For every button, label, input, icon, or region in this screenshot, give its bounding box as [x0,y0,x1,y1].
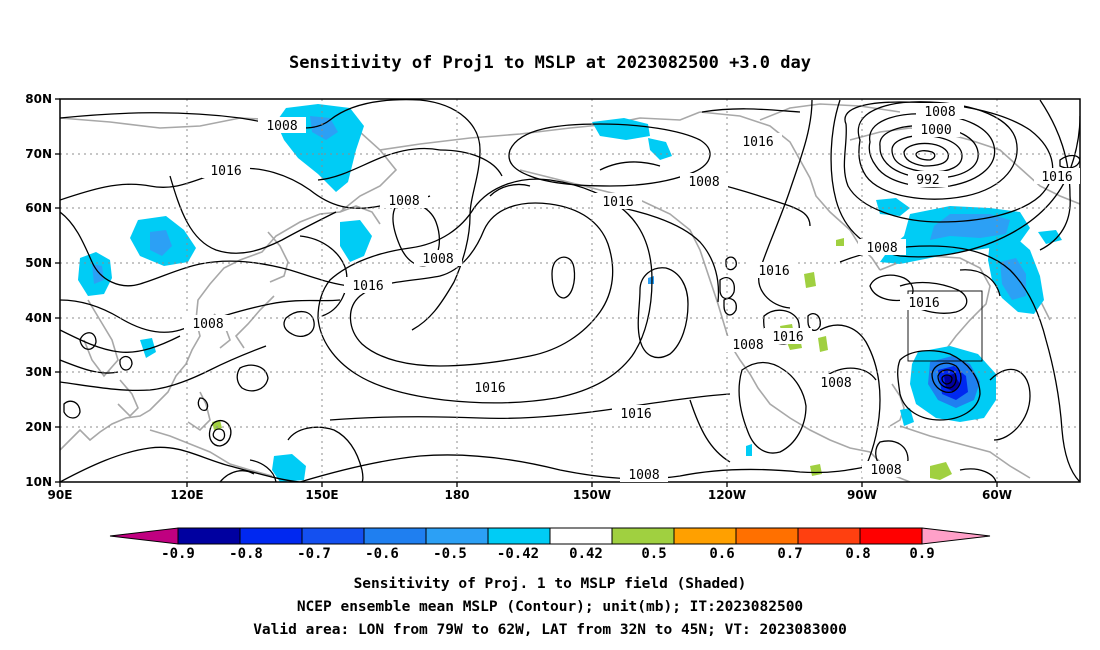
contour-label: 1008 [388,194,419,209]
contour-label: 1016 [758,264,789,279]
caption: Sensitivity of Proj. 1 to MSLP field (Sh… [253,576,847,638]
contour-label: 1008 [688,175,719,190]
contour-label: 1016 [742,135,773,150]
colorbar-box [611,527,675,545]
lat-label: 70N [25,147,52,161]
contour-label: 1016 [772,330,803,345]
lat-label: 20N [25,420,52,434]
colorbar-box [673,527,737,545]
colorbar-label: -0.5 [433,546,467,562]
contour-label: 1008 [820,376,851,391]
map-panel: 80N 70N 60N 50N 40N 30N 20N 10N 90E 120E… [25,92,1081,502]
contour-label: 1016 [602,195,633,210]
colorbar-box [425,527,489,545]
colorbar-box [177,527,241,545]
colorbar-label: 0.8 [845,546,870,562]
colorbar-box [797,527,861,545]
contour-label: 1008 [866,241,897,256]
lat-label: 60N [25,201,52,215]
contour-label: 1008 [192,317,223,332]
lon-label: 60W [982,488,1012,502]
colorbar-box [301,527,365,545]
contour-label: 1008 [422,252,453,267]
contour-label: 1008 [870,463,901,478]
figure-title: Sensitivity of Proj1 to MSLP at 20230825… [289,53,811,73]
contour-label: 1016 [908,296,939,311]
contour-labels: 1008 1016 1016 1008 1008 1016 1008 1016 … [184,103,1080,483]
valid-area-box [907,290,983,362]
colorbar-labels: -0.9 -0.8 -0.7 -0.6 -0.5 -0.42 0.42 0.5 … [161,546,935,562]
colorbar-label: 0.6 [709,546,734,562]
latitude-labels: 80N 70N 60N 50N 40N 30N 20N 10N [25,92,52,489]
contour-label: 1000 [920,123,951,138]
colorbar-box [735,527,799,545]
contour-label: 1016 [210,164,241,179]
longitude-labels: 90E 120E 150E 180 150W 120W 90W 60W [48,488,1012,502]
lat-label: 40N [25,311,52,325]
mslp-contours [60,99,1080,482]
colorbar: -0.9 -0.8 -0.7 -0.6 -0.5 -0.42 0.42 0.5 … [109,527,991,562]
colorbar-label: 0.5 [641,546,666,562]
lon-label: 120W [708,488,746,502]
contour-label: 1008 [266,119,297,134]
colorbar-label: 0.42 [569,546,603,562]
lon-label: 90W [847,488,877,502]
colorbar-label: -0.7 [297,546,331,562]
caption-line-1: Sensitivity of Proj. 1 to MSLP field (Sh… [354,576,747,592]
lon-label: 180 [444,488,469,502]
lat-label: 50N [25,256,52,270]
lat-label: 80N [25,92,52,106]
axis-ticks [55,98,998,487]
colorbar-box [239,527,303,545]
colorbar-low-arrow [109,527,179,545]
lat-label: 10N [25,475,52,489]
lon-label: 120E [170,488,203,502]
contour-label: 1016 [620,407,651,422]
colorbar-box [859,527,923,545]
colorbar-label: -0.6 [365,546,399,562]
lat-label: 30N [25,365,52,379]
colorbar-label: -0.8 [229,546,263,562]
colorbar-label: 0.9 [909,546,934,562]
contour-label: 1016 [352,279,383,294]
lon-label: 150E [305,488,338,502]
contour-label: 1016 [1041,170,1072,185]
colorbar-label: -0.9 [161,546,195,562]
colorbar-high-arrow [921,527,991,545]
caption-line-2: NCEP ensemble mean MSLP (Contour); unit(… [297,599,803,615]
lon-label: 90E [48,488,73,502]
sensitivity-shading [78,104,1062,482]
colorbar-boxes [177,527,923,545]
lon-label: 150W [573,488,611,502]
colorbar-box [487,527,551,545]
contour-label: 992 [916,173,939,188]
colorbar-label: -0.42 [497,546,539,562]
contour-label: 1008 [924,105,955,120]
colorbar-box [549,527,613,545]
contour-label: 1008 [732,338,763,353]
colorbar-label: 0.7 [777,546,802,562]
caption-line-3: Valid area: LON from 79W to 62W, LAT fro… [253,622,847,638]
map-frame [59,98,1081,483]
colorbar-box [363,527,427,545]
contour-label: 1008 [628,468,659,483]
contour-label: 1016 [474,381,505,396]
